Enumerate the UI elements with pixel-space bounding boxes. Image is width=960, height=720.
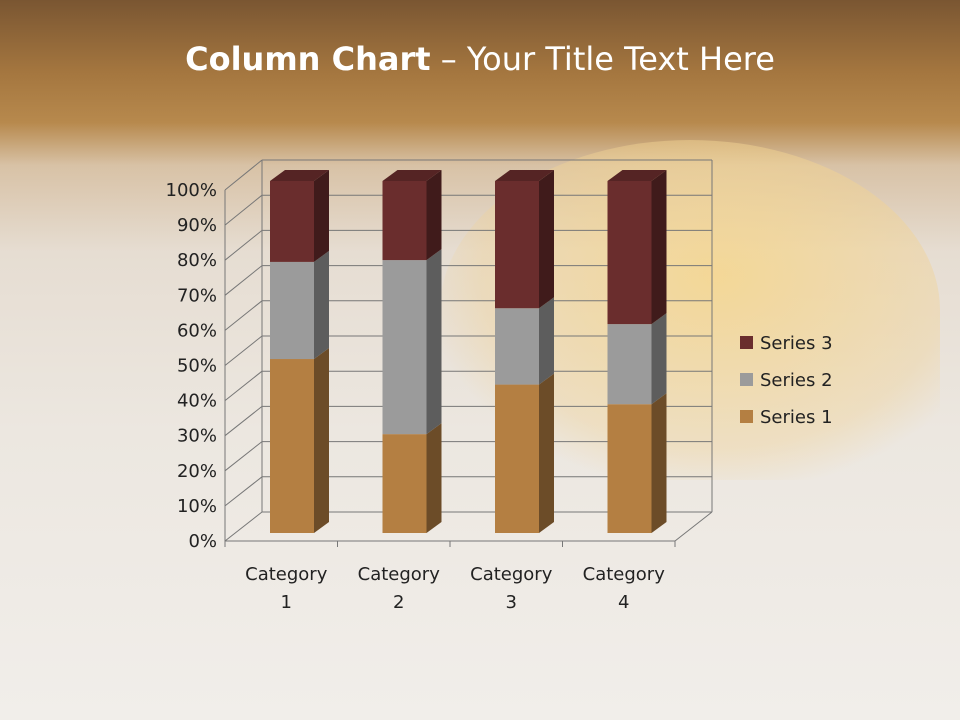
x-tick-label: Category 1 (245, 564, 328, 613)
x-tick-label: Category 2 (358, 564, 441, 613)
bar-side (539, 170, 554, 309)
bar-front (270, 359, 314, 533)
y-tick-label: 40% (177, 391, 217, 412)
bar-top (270, 170, 329, 181)
side-gridline (224, 511, 263, 542)
bar-front (382, 260, 427, 435)
bar-segment-series-2 (382, 249, 442, 435)
bar-segment-series-1 (270, 348, 329, 533)
bar-side (651, 393, 667, 533)
bar-side (651, 170, 667, 325)
side-gridline (224, 265, 263, 296)
y-tick-label: 60% (177, 320, 217, 341)
y-tick-label: 50% (177, 356, 217, 377)
legend: Series 3 Series 2 Series 1 (740, 333, 833, 428)
y-tick-label: 100% (166, 180, 217, 201)
side-gridline (224, 300, 263, 331)
y-tick-label: 0% (188, 531, 217, 552)
bar-segment-series-2 (495, 297, 554, 385)
legend-label: Series 2 (760, 370, 833, 391)
bar-side (426, 249, 442, 435)
y-tick-label: 20% (177, 461, 217, 482)
slide-title: Column Chart – Your Title Text Here (185, 40, 775, 78)
bar-top (495, 170, 554, 181)
side-gridline (224, 441, 263, 472)
bar-segment-series-3 (270, 170, 329, 262)
y-tick-label: 10% (177, 496, 217, 517)
bar-side (426, 170, 442, 261)
bar-front (382, 434, 427, 533)
legend-label: Series 1 (760, 407, 833, 428)
bar-segment-series-1 (382, 423, 442, 533)
bar-top (607, 170, 667, 181)
side-gridline (224, 159, 263, 191)
x-tick-label: Category 3 (470, 564, 553, 613)
bar-segment-series-2 (270, 250, 329, 360)
bar-front (607, 404, 652, 533)
bar-side (314, 170, 329, 262)
y-tick-label: 30% (177, 426, 217, 447)
bar-side (539, 297, 554, 385)
floor-edge (674, 511, 713, 542)
side-gridline (224, 476, 263, 507)
side-gridline (224, 406, 263, 437)
side-gridline (224, 335, 263, 366)
y-tick-label: 70% (177, 285, 217, 306)
bar-side (539, 373, 554, 533)
legend-swatch (740, 336, 753, 349)
bar-front (495, 308, 539, 385)
bar-segment-series-1 (607, 393, 667, 533)
bar-top (382, 170, 442, 181)
bar-side (314, 250, 329, 360)
bar-side (314, 348, 329, 533)
bar-front (270, 261, 314, 360)
bar-front (607, 181, 652, 325)
bar-segment-series-1 (495, 373, 554, 533)
side-gridline (224, 370, 263, 401)
side-gridline (224, 194, 263, 226)
legend-label: Series 3 (760, 333, 833, 354)
bar-front (382, 181, 427, 261)
y-tick-label: 80% (177, 250, 217, 271)
bar-segment-series-3 (495, 170, 554, 309)
bar-front (270, 181, 314, 262)
side-gridline (224, 230, 263, 261)
bar-front (495, 384, 539, 533)
bar-segment-series-2 (607, 313, 667, 405)
bar-front (495, 181, 539, 309)
x-tick-label: Category 4 (583, 564, 666, 613)
bar-front (607, 324, 652, 405)
bar-side (651, 313, 667, 405)
bar-side (426, 423, 442, 533)
legend-swatch (740, 410, 753, 423)
bar-segment-series-3 (382, 170, 442, 261)
bar-segment-series-3 (607, 170, 667, 325)
y-tick-label: 90% (177, 215, 217, 236)
legend-swatch (740, 373, 753, 386)
